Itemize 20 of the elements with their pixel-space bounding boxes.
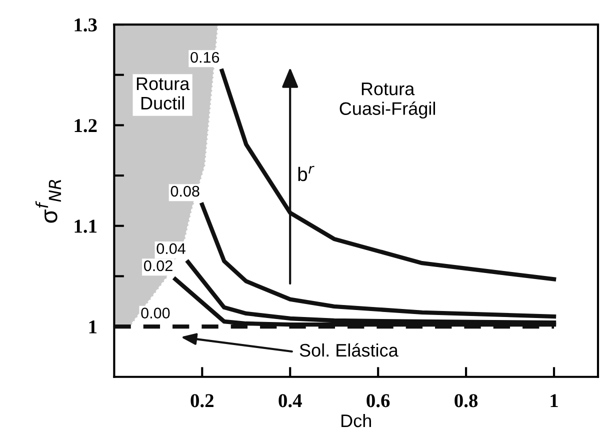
series-label: 0.02 <box>144 260 172 272</box>
annotation: Rotura Cuasi-Frágil <box>340 82 435 119</box>
series-label: 0.08 <box>170 186 200 197</box>
y-tick-label: 1.3 <box>74 18 97 32</box>
x-axis-title: Dch <box>342 414 371 428</box>
x-tick-label: 0.8 <box>454 394 478 408</box>
series-label: 0.16 <box>190 52 220 63</box>
y-axis-title: σ$^{f}$$_{NR}$ <box>35 180 61 223</box>
series-label: 0.04 <box>156 243 186 254</box>
series-label: 0.00 <box>141 308 170 318</box>
annotation: Rotura Ductil <box>136 78 190 110</box>
y-tick-label: 1.2 <box>74 119 97 132</box>
y-tick-label: 1 <box>89 320 97 334</box>
x-tick-label: 0.6 <box>366 394 390 408</box>
annotation: Sol. Elástica <box>300 343 398 357</box>
y-tick-label: 1.1 <box>74 220 97 233</box>
x-tick-label: 0.2 <box>190 394 214 408</box>
x-tick-label: 0.4 <box>278 394 302 408</box>
annotation: b$^{r}$ <box>298 166 314 182</box>
x-tick-label: 1 <box>550 394 558 408</box>
